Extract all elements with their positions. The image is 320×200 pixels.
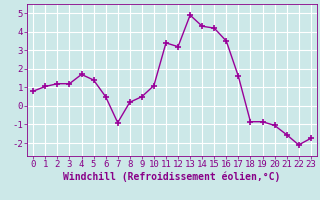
X-axis label: Windchill (Refroidissement éolien,°C): Windchill (Refroidissement éolien,°C)	[63, 172, 281, 182]
